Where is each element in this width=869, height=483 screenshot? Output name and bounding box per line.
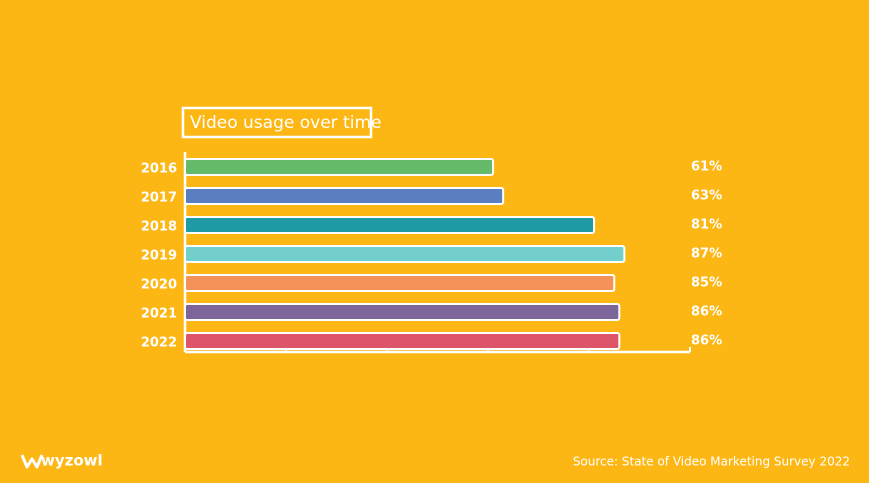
bar	[184, 158, 495, 176]
category-label: 2018	[141, 220, 177, 235]
bar	[184, 303, 621, 321]
category-label: 2022	[141, 336, 177, 351]
value-label: 63%	[691, 189, 722, 204]
brand: wyzowl	[41, 452, 103, 470]
bar	[184, 216, 596, 234]
value-label: 86%	[691, 334, 722, 349]
chart-title: Video usage over time	[190, 113, 381, 133]
value-label: 81%	[691, 218, 722, 233]
bar	[184, 332, 621, 350]
value-label: 86%	[691, 305, 722, 320]
category-label: 2016	[141, 162, 177, 177]
bar	[184, 274, 616, 292]
value-label: 85%	[691, 276, 722, 291]
logo-icon	[20, 454, 44, 469]
bar	[184, 245, 626, 263]
value-label: 87%	[691, 247, 722, 262]
value-label: 61%	[691, 160, 722, 175]
category-label: 2021	[141, 307, 177, 322]
source: Source: State of Video Marketing Survey …	[573, 455, 850, 469]
title-box	[181, 106, 373, 139]
category-label: 2017	[141, 191, 177, 206]
category-label: 2019	[141, 249, 177, 264]
category-label: 2020	[141, 278, 177, 293]
bar	[184, 187, 505, 205]
